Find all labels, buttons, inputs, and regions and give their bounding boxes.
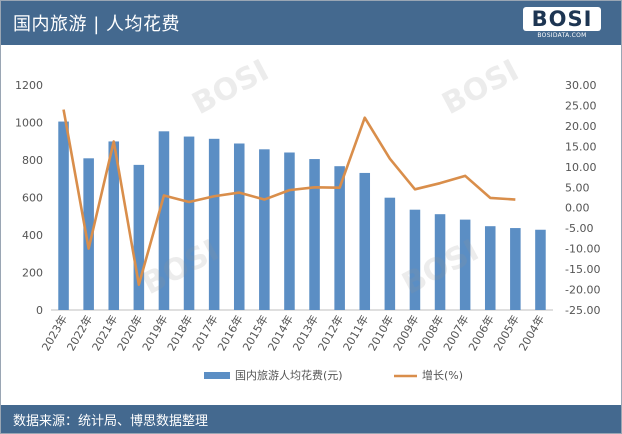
bar xyxy=(309,159,320,310)
bosi-logo: BOSI BOSIDATA.COM xyxy=(523,7,601,41)
x-tick-labels: 2023年2022年2021年2020年2019年2018年2017年2016年… xyxy=(39,313,548,354)
line-series xyxy=(62,109,516,286)
data-source: 数据来源：统计局、博思数据整理 xyxy=(13,414,209,429)
logo-subtext: BOSIDATA.COM xyxy=(537,32,587,39)
y-right-tick-label: 10.00 xyxy=(565,161,597,174)
bar xyxy=(434,214,446,310)
bar xyxy=(183,136,195,310)
y-right-tick-label: 30.00 xyxy=(565,79,597,92)
y-left-tick-label: 800 xyxy=(22,154,43,167)
y-right-tick-label: 15.00 xyxy=(565,140,597,153)
logo-text: BOSI xyxy=(523,7,601,31)
bar xyxy=(334,166,345,310)
y-right-tick-label: -20.00 xyxy=(565,284,600,297)
page-title: 国内旅游 | 人均花费 xyxy=(13,14,181,35)
chart-legend: 国内旅游人均花费(元) 增长(%) xyxy=(204,368,463,382)
bar-series xyxy=(58,121,546,310)
y-right-tick-label: 0.00 xyxy=(565,202,590,215)
y-right-tick-label: -15.00 xyxy=(565,263,600,276)
chart-area: 0 200 400 600 800 1000 1200 30.00 25.00 20.00 15.0… xyxy=(15,79,600,382)
bar xyxy=(409,209,421,310)
footer-bar: 数据来源：统计局、博思数据整理 xyxy=(1,405,621,433)
y-right-tick-label: 20.00 xyxy=(565,120,597,133)
bar xyxy=(284,152,295,310)
y-right-tick-label: -25.00 xyxy=(565,304,600,317)
bar xyxy=(208,138,220,310)
y-right-tick-label: 5.00 xyxy=(565,181,590,194)
y-left-tick-label: 1000 xyxy=(15,117,43,130)
bar xyxy=(510,228,521,310)
y-left-tick-label: 200 xyxy=(22,267,43,280)
bar xyxy=(359,172,371,310)
y-left-tick-label: 600 xyxy=(22,192,43,205)
y-left-tick-label: 1200 xyxy=(15,79,43,92)
legend-bar-swatch xyxy=(204,372,230,379)
legend-bar-label: 国内旅游人均花费(元) xyxy=(235,368,343,382)
header-bar: 国内旅游 | 人均花费 BOSI BOSIDATA.COM xyxy=(1,1,621,45)
bar xyxy=(133,164,145,310)
bar xyxy=(233,143,245,310)
bar xyxy=(83,158,94,310)
bar xyxy=(384,197,396,310)
y-left-tick-label: 400 xyxy=(22,229,43,242)
bar xyxy=(108,141,120,310)
y-right-tick-label: -5.00 xyxy=(565,222,593,235)
chart-axes: 0 200 400 600 800 1000 1200 30.00 25.00 20.00 15.0… xyxy=(15,79,600,317)
bar xyxy=(158,131,170,310)
bar xyxy=(459,219,471,310)
y-right-tick-label: 25.00 xyxy=(565,99,597,112)
bar xyxy=(484,226,496,310)
y-right-tick-label: -10.00 xyxy=(565,243,600,256)
y-left-tick-label: 0 xyxy=(36,304,43,317)
legend-line-label: 增长(%) xyxy=(422,368,463,382)
bar xyxy=(259,149,270,310)
bar xyxy=(535,229,546,310)
bar xyxy=(58,121,69,310)
